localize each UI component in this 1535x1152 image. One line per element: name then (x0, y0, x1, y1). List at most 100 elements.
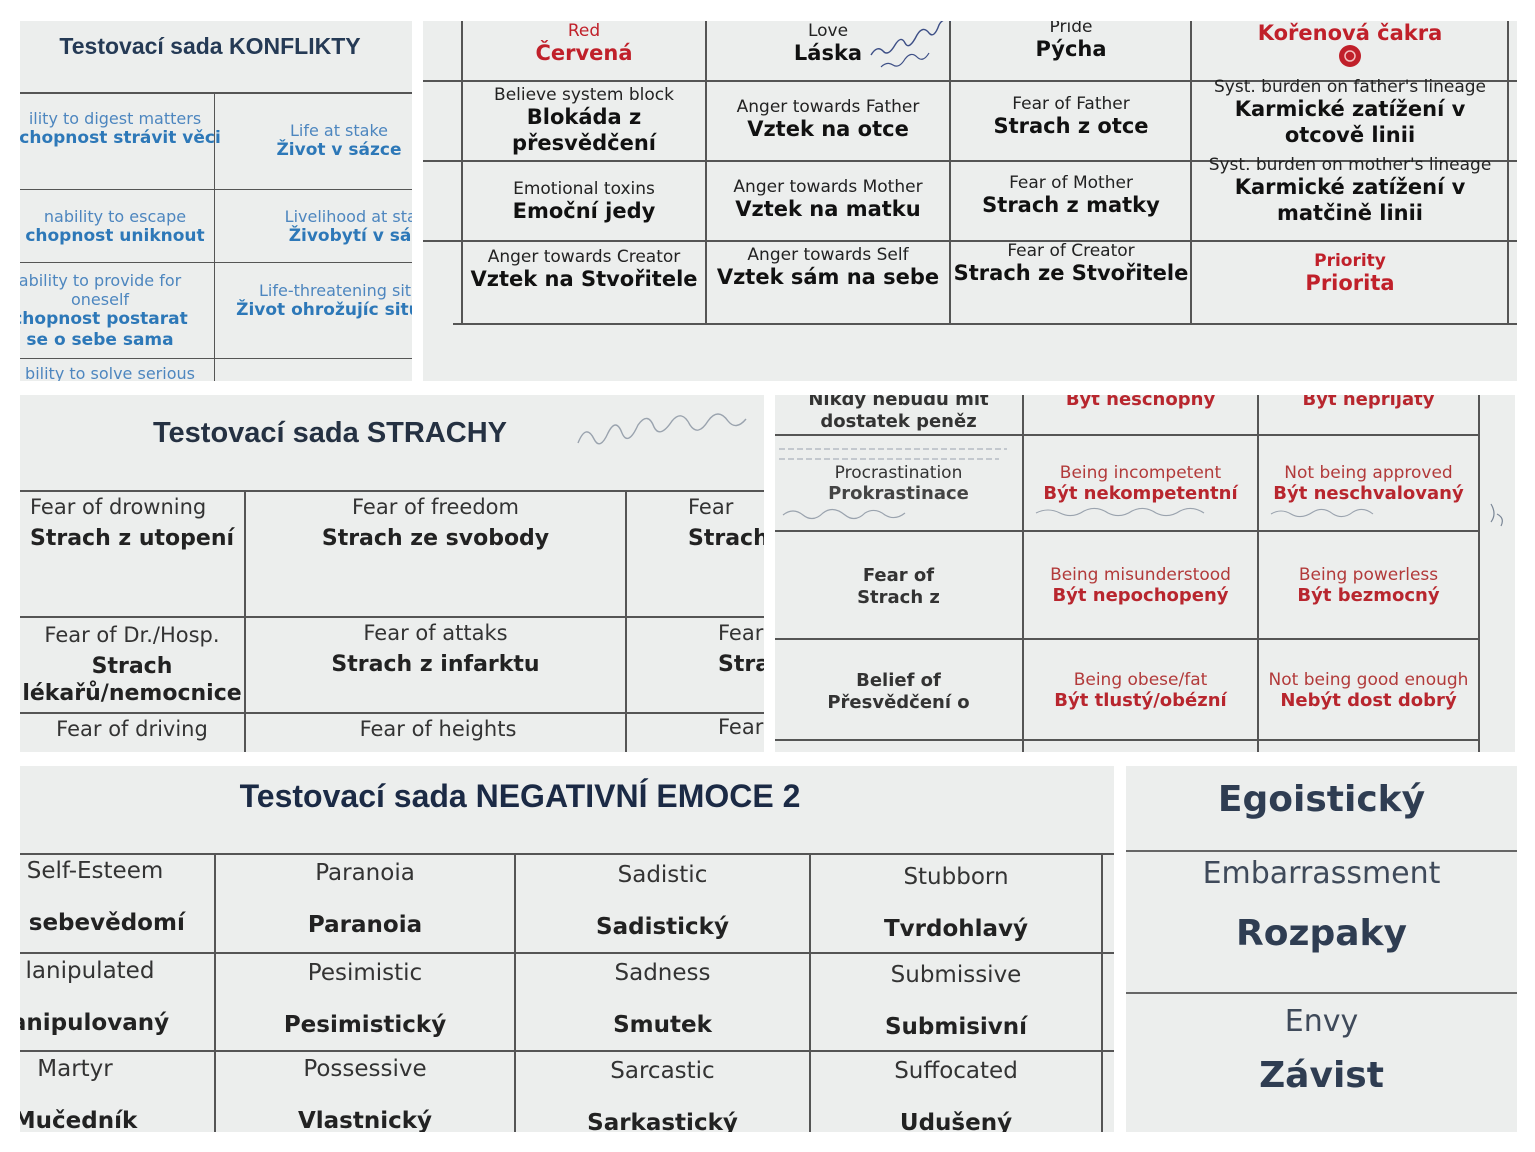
zoom-top-word: Egoistický (1217, 779, 1426, 820)
chakra-cell: Syst. burden on mother's lineage Karmick… (1208, 155, 1492, 225)
emoce-cell: Possessive Vlastnický (297, 1056, 433, 1132)
strachy-panel: Testovací sada STRACHY Fear of drowning … (20, 395, 764, 752)
chakra-cell: Anger towards Creator Vztek na Stvořitel… (470, 247, 698, 292)
divider (20, 92, 412, 94)
divider (20, 1050, 1114, 1052)
negativni-emoce-title: Testovací sada NEGATIVNÍ EMOCE 2 (239, 778, 801, 814)
handwriting-scribble (779, 448, 1007, 520)
divider (423, 160, 1517, 162)
chakra-cell: Kořenová čakra (1257, 21, 1443, 45)
konflikty-cell: nability to escape chopnost uniknout (25, 207, 205, 247)
emoce-cell: Martyr Mučedník (20, 1056, 138, 1132)
handwriting-scribble (1035, 507, 1205, 517)
konflikty-cell: Life at stake Život v sázce (276, 121, 402, 161)
beliefs-cell: Fear of Strach z (857, 565, 940, 608)
divider (775, 434, 1479, 436)
divider (244, 490, 246, 752)
divider (775, 739, 1479, 741)
strachy-cell: Fear of driving (56, 717, 208, 741)
chakra-cell: Anger towards Self Vztek sám na sebe (716, 245, 940, 290)
chakra-cell: Red Červená (535, 21, 633, 66)
emoce-cell: Pesimistic Pesimistický (283, 960, 447, 1038)
divider (1478, 395, 1480, 752)
divider (625, 490, 627, 752)
emoce-cell: Sadness Smutek (613, 960, 712, 1038)
strachy-cell: Fear of drowning Strach z utopení (30, 495, 235, 552)
beliefs-cell: Belief of Přesvědčení o (827, 670, 970, 713)
beliefs-panel: Nikdy nebudu mít dostatek peněz Být nesc… (775, 395, 1515, 752)
emoce-cell: Self-Esteem é sebevědomí (20, 858, 185, 936)
beliefs-cell: Procrastination Prokrastinace (828, 463, 969, 505)
divider (1257, 395, 1259, 752)
beliefs-cell: Být nepřijatý (1302, 395, 1435, 410)
chakra-cell: Believe system block Blokáda z přesvědče… (494, 85, 674, 155)
zoom-cell: Envy Závist (1259, 1004, 1384, 1096)
beliefs-cell: Not being good enough Nebýt dost dobrý (1268, 670, 1469, 712)
divider (423, 240, 1517, 242)
beliefs-cell: Not being approved Být neschvalovaný (1273, 463, 1464, 505)
beliefs-cell: Nikdy nebudu mít dostatek peněz (808, 395, 989, 432)
chakra-cell: Emotional toxins Emoční jedy (512, 179, 656, 224)
divider (423, 80, 1517, 82)
konflikty-cell: Life-threatening situa Život ohrožujíc s… (236, 281, 412, 321)
emoce-cell: Submissive Submisivní (884, 962, 1028, 1040)
strachy-cell: Fear of Dr./Hosp. Strach lékařů/nemocnic… (22, 623, 242, 706)
konflikty-cell: ability to provide for oneself chopnost … (20, 271, 188, 350)
divider (461, 21, 463, 325)
strachy-cell: Fear Strach (688, 495, 764, 552)
handwriting-scribble (1270, 503, 1503, 527)
emoce-cell: Suffocated Udušený (894, 1058, 1018, 1132)
strachy-cell: Fear Strac (718, 621, 764, 678)
divider (20, 712, 764, 714)
divider (214, 853, 216, 1132)
divider (775, 638, 1479, 640)
divider (214, 92, 215, 381)
beliefs-cell: Being misunderstood Být nepochopený (1050, 565, 1231, 607)
divider (949, 21, 951, 325)
chakra-cell: Anger towards Father Vztek na otce (736, 97, 920, 142)
divider (705, 21, 707, 325)
divider (20, 952, 1114, 954)
handwriting-scribble (870, 21, 951, 68)
emoce-cell: Stubborn Tvrdohlavý (883, 864, 1029, 942)
chakra-cell: Anger towards Mother Vztek na matku (733, 177, 923, 222)
konflikty-cell: ility to digest matters schopnost strávi… (20, 109, 221, 149)
divider (1126, 992, 1517, 994)
divider (775, 530, 1479, 532)
divider (20, 853, 1114, 855)
chakra-cell: Fear of Father Strach z otce (993, 94, 1149, 139)
divider (20, 616, 764, 618)
chakra-cell: Fear of Creator Strach ze Stvořitele (953, 241, 1189, 286)
emoce-cell: lanipulated anipulovaný (20, 958, 170, 1036)
divider (1507, 21, 1509, 325)
konflikty-panel: Testovací sada KONFLIKTY ility to digest… (20, 21, 412, 381)
strachy-cell: Fear of freedom Strach ze svobody (321, 495, 550, 552)
chakra-table-panel: Red Červená Love Láska Pride Pýcha Kořen… (423, 21, 1517, 381)
strachy-cell: Fear of heights (359, 717, 517, 741)
divider (20, 490, 764, 492)
chakra-cell: Priority Priorita (1305, 251, 1395, 296)
divider (20, 262, 412, 263)
beliefs-cell: Being incompetent Být nekompetentní (1043, 463, 1238, 505)
beliefs-cell: Being powerless Být bezmocný (1297, 565, 1440, 607)
emoce-cell: Sadistic Sadistický (596, 862, 729, 940)
beliefs-cell: Being obese/fat Být tlustý/obézní (1054, 670, 1227, 712)
chakra-cell: Syst. burden on father's lineage Karmick… (1213, 77, 1487, 147)
divider (1101, 853, 1103, 1132)
strachy-cell: Fear of attaks Strach z infarktu (331, 621, 540, 678)
strachy-title: Testovací sada STRACHY (152, 417, 508, 449)
divider (514, 853, 516, 1132)
emoce-cell: Sarcastic Sarkastický (587, 1058, 738, 1132)
divider (1126, 850, 1517, 852)
divider (1190, 21, 1192, 325)
divider (453, 323, 1517, 325)
divider (809, 853, 811, 1132)
chakra-cell: Pride Pýcha (1035, 21, 1107, 62)
handwriting-scribble (577, 413, 747, 445)
chakra-cell: Fear of Mother Strach z matky (982, 173, 1160, 218)
konflikty-cell: Livelihood at stake Živobytí v sázc (284, 207, 412, 247)
negativni-emoce-panel: Testovací sada NEGATIVNÍ EMOCE 2 Self-Es… (20, 766, 1114, 1132)
emoce-cell: Paranoia Paranoia (307, 860, 423, 938)
strachy-cell: Fear (718, 715, 764, 739)
root-chakra-icon (1339, 45, 1361, 67)
